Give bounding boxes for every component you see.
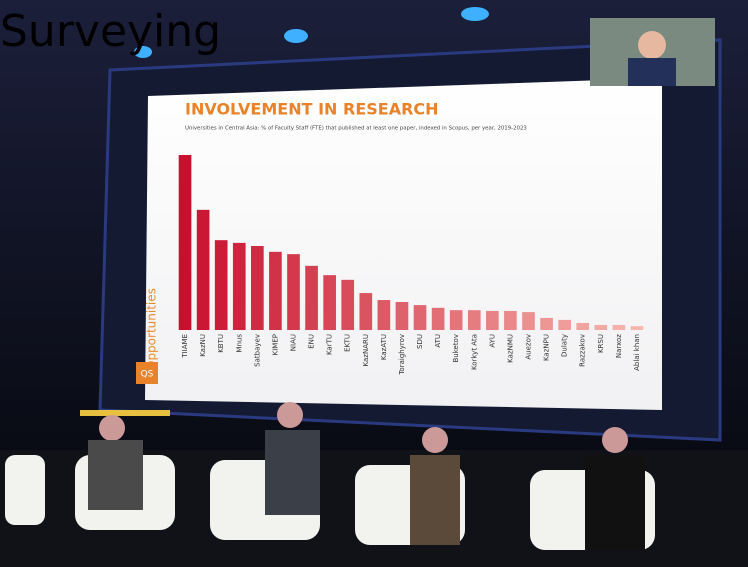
bar [341, 280, 354, 330]
bar [251, 246, 264, 330]
speaker-head [638, 31, 666, 59]
x-tick-label: Satbayev [253, 334, 261, 367]
bar [486, 311, 499, 330]
logo: QS [141, 370, 154, 380]
bar [414, 305, 427, 330]
bar [323, 275, 336, 330]
stage-light [461, 7, 489, 21]
bar [631, 326, 644, 330]
scene: Opportunities QS INVOLVEMENT IN RESEARCH… [0, 0, 748, 567]
x-tick-label: Ablai khan [633, 334, 641, 371]
bar [504, 311, 517, 330]
bar [558, 320, 571, 330]
bar [305, 266, 318, 330]
x-tick-label: KazNARU [362, 334, 370, 366]
side-label: Opportunities [145, 288, 159, 370]
x-tick-label: KazNMU [506, 334, 514, 363]
speaker-body [628, 58, 676, 86]
x-tick-label: EKTU [344, 334, 352, 352]
bar [468, 310, 481, 330]
bar [450, 310, 463, 330]
bar [613, 325, 626, 330]
x-tick-label: KIMEP [271, 334, 279, 355]
x-tick-label: Auezov [525, 334, 533, 360]
bar [576, 323, 589, 330]
x-tick-label: Buketov [452, 334, 460, 363]
x-tick-label: AYU [488, 334, 496, 348]
x-tick-label: KBTU [217, 334, 225, 353]
bar [233, 243, 246, 330]
x-tick-label: Toraighyrov [398, 334, 406, 376]
x-tick-label: KRSU [597, 334, 605, 353]
chart-title: INVOLVEMENT IN RESEARCH [185, 100, 439, 119]
bar [432, 308, 445, 330]
x-tick-label: ATU [434, 334, 442, 348]
bar [179, 155, 192, 330]
x-tick-label: Razzakov [579, 334, 587, 367]
bar [378, 300, 391, 330]
bar [540, 318, 553, 330]
x-tick-label: KarTU [326, 334, 334, 355]
photo: Opportunities QS INVOLVEMENT IN RESEARCH… [0, 0, 748, 567]
x-tick-label: KazNU [199, 334, 207, 357]
bar [594, 325, 607, 330]
bar [522, 312, 535, 330]
x-tick-label: Korkyt Ata [470, 334, 478, 370]
bar [287, 254, 300, 330]
x-tick-label: KazNPU [543, 334, 551, 361]
x-tick-label: SDU [416, 334, 424, 349]
bar [269, 252, 282, 330]
x-tick-label: KazATU [380, 334, 388, 360]
stage-light-strip [80, 410, 170, 416]
x-tick-label: TIIAME [181, 334, 189, 359]
stage-light [284, 29, 308, 43]
bar [359, 293, 372, 330]
bar [197, 210, 210, 330]
x-tick-label: Mnus [235, 334, 243, 353]
bar [215, 240, 228, 330]
x-tick-label: ENU [308, 334, 316, 349]
bar [396, 302, 409, 330]
x-tick-label: Dulaty [561, 334, 569, 357]
chart-subtitle: Universities in Central Asia: % of Facul… [185, 126, 527, 132]
x-tick-label: NIAU [290, 334, 298, 351]
caption: Surveying [0, 6, 221, 57]
x-tick-label: Narxoz [615, 334, 623, 358]
